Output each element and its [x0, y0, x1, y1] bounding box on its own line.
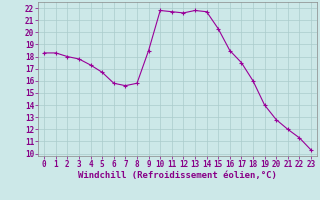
X-axis label: Windchill (Refroidissement éolien,°C): Windchill (Refroidissement éolien,°C) — [78, 171, 277, 180]
